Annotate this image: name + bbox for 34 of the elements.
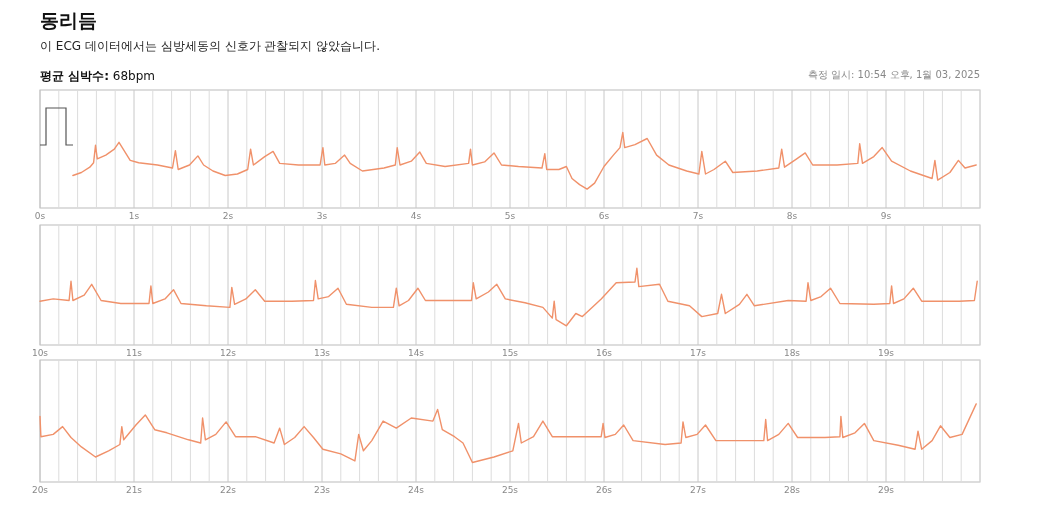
x-tick-label: 15s <box>501 348 519 358</box>
x-tick-label: 12s <box>219 348 237 358</box>
x-tick-label: 4s <box>410 211 422 221</box>
chart-title: 동리듬 <box>40 9 97 31</box>
x-tick-label: 8s <box>786 211 798 221</box>
chart-subtitle: 이 ECG 데이터에서는 심방세동의 신호가 관찰되지 않았습니다. <box>40 39 380 53</box>
text: 측정 일시: 10:54 오후, 1월 03, 2025 <box>807 69 980 80</box>
x-tick-label: 22s <box>219 485 237 495</box>
x-tick-label: 6s <box>598 211 610 221</box>
x-tick-label: 7s <box>692 211 704 221</box>
x-tick-label: 5s <box>504 211 516 221</box>
x-tick-label: 3s <box>316 211 328 221</box>
x-tick-label: 19s <box>877 348 895 358</box>
x-tick-label: 10s <box>31 348 49 358</box>
x-tick-label: 1s <box>128 211 140 221</box>
x-tick-label: 13s <box>313 348 331 358</box>
x-tick-label: 25s <box>501 485 519 495</box>
x-tick-label: 2s <box>222 211 234 221</box>
x-tick-label: 18s <box>783 348 801 358</box>
x-tick-label: 28s <box>783 485 801 495</box>
x-tick-label: 11s <box>125 348 143 358</box>
x-tick-label: 16s <box>595 348 613 358</box>
x-tick-label: 9s <box>880 211 892 221</box>
x-tick-label: 17s <box>689 348 707 358</box>
x-tick-label: 21s <box>125 485 143 495</box>
x-tick-label: 20s <box>31 485 49 495</box>
x-tick-label: 27s <box>689 485 707 495</box>
x-tick-label: 0s <box>34 211 46 221</box>
x-tick-label: 14s <box>407 348 425 358</box>
x-tick-label: 26s <box>595 485 613 495</box>
x-tick-label: 24s <box>407 485 425 495</box>
text: 평균 심박수: 68bpm <box>40 69 155 83</box>
x-tick-label: 23s <box>313 485 331 495</box>
x-tick-label: 29s <box>877 485 895 495</box>
